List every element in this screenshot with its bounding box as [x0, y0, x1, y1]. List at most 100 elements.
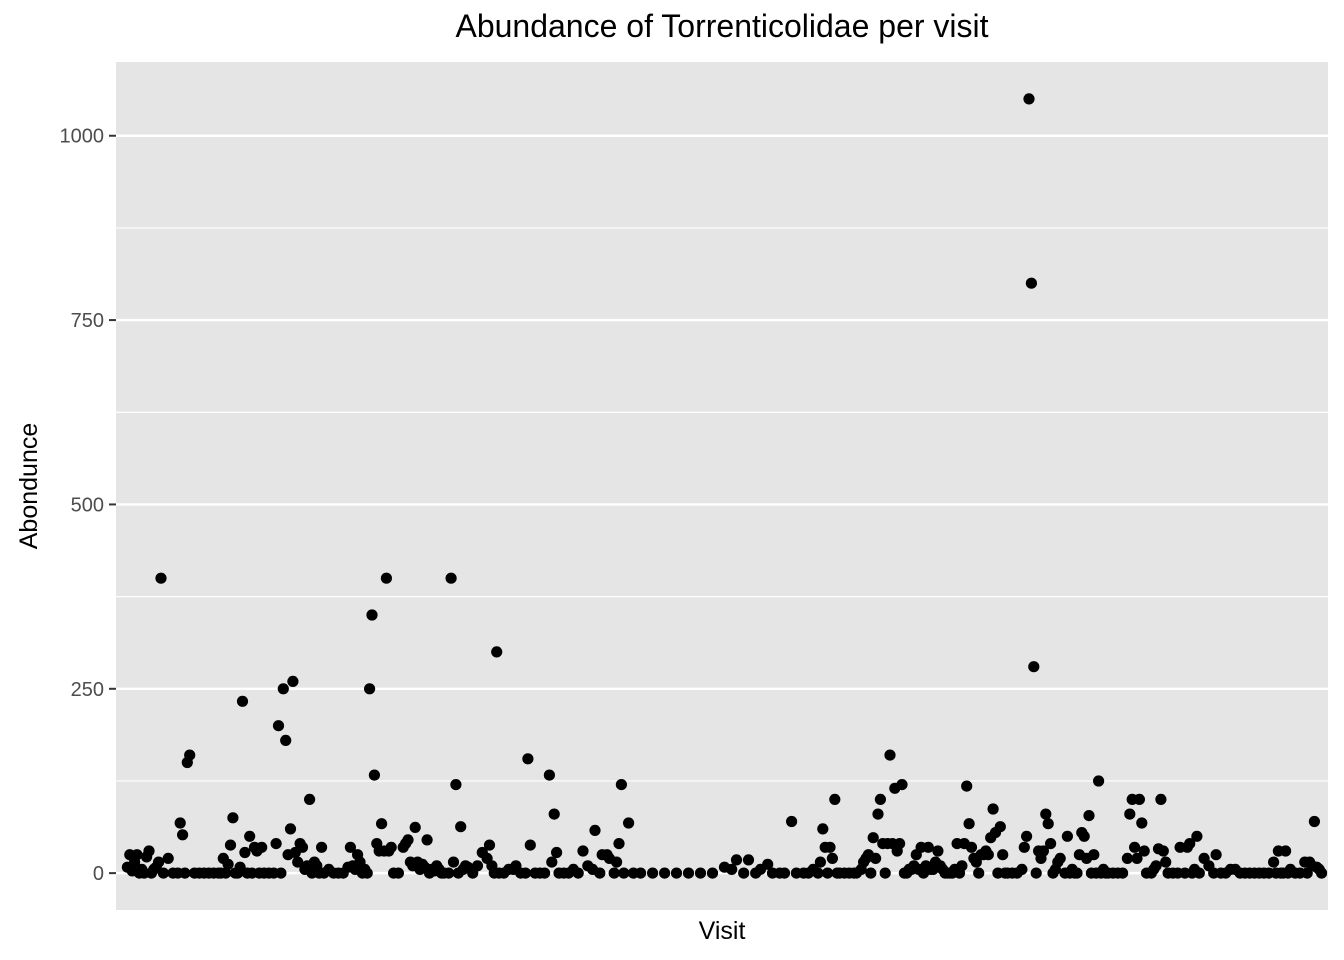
data-point	[613, 838, 625, 850]
data-point	[524, 839, 536, 851]
data-point	[817, 823, 829, 835]
data-point	[224, 839, 237, 851]
data-point	[1093, 775, 1105, 787]
data-point	[730, 854, 743, 866]
data-point	[618, 867, 630, 879]
data-point	[1030, 867, 1042, 879]
data-point	[1150, 860, 1162, 872]
data-point	[824, 841, 836, 853]
data-point	[1124, 808, 1136, 820]
data-point	[963, 818, 975, 830]
data-point	[546, 856, 558, 868]
data-point	[548, 808, 560, 820]
data-point	[1210, 849, 1222, 861]
data-point	[865, 867, 877, 879]
data-point	[179, 867, 191, 879]
data-point	[539, 867, 551, 879]
data-point	[623, 817, 635, 829]
data-point	[227, 812, 239, 824]
data-point	[455, 821, 467, 833]
data-points	[121, 93, 1328, 879]
data-point	[280, 734, 292, 747]
data-point	[1061, 830, 1073, 842]
data-point	[879, 867, 891, 879]
data-point	[572, 867, 584, 879]
data-point	[1016, 863, 1028, 876]
grid-lines	[116, 134, 1328, 875]
data-point	[361, 867, 373, 879]
data-point	[316, 841, 328, 853]
data-point	[1045, 838, 1057, 850]
data-point	[961, 780, 973, 792]
data-point	[987, 803, 999, 815]
data-point	[1028, 661, 1040, 673]
data-point	[829, 793, 841, 806]
data-point	[155, 572, 167, 584]
data-point	[1160, 856, 1172, 868]
data-point	[450, 779, 462, 791]
data-point	[778, 867, 791, 879]
data-point	[304, 793, 316, 806]
y-tick-label: 1000	[60, 126, 105, 148]
data-point	[1268, 856, 1280, 868]
data-point	[1071, 867, 1083, 879]
data-point	[726, 863, 738, 876]
data-point	[994, 821, 1006, 833]
data-point	[447, 856, 460, 868]
y-axis: 0 250 500 750 1000	[60, 126, 116, 885]
data-point	[1117, 867, 1129, 879]
data-point	[896, 779, 908, 791]
data-point	[870, 852, 882, 865]
data-point	[392, 867, 404, 879]
data-point	[380, 572, 392, 584]
data-point	[1133, 793, 1145, 806]
data-point	[922, 841, 934, 853]
data-point	[272, 720, 285, 732]
data-point	[894, 838, 906, 850]
data-point	[1088, 849, 1100, 861]
data-point	[1138, 845, 1150, 857]
data-point	[153, 856, 165, 868]
data-point	[982, 849, 994, 861]
data-point	[997, 849, 1009, 861]
data-point	[364, 683, 376, 695]
data-point	[270, 838, 282, 850]
data-point	[682, 867, 695, 879]
data-point	[932, 845, 944, 857]
data-point	[884, 749, 896, 761]
data-point	[543, 769, 556, 781]
data-point	[611, 856, 623, 868]
data-point	[594, 867, 606, 879]
data-point	[762, 858, 774, 870]
y-axis-title: Abondunce	[15, 423, 43, 550]
data-point	[366, 609, 378, 621]
data-point	[1083, 810, 1095, 822]
data-point	[287, 675, 299, 688]
data-point	[471, 860, 484, 872]
data-point	[222, 858, 234, 870]
data-point	[1042, 818, 1054, 830]
data-point	[973, 867, 985, 879]
data-point	[1021, 830, 1033, 842]
data-point	[275, 867, 287, 879]
data-point	[1037, 845, 1049, 857]
chart-title: Abundance of Torrenticolidae per visit	[455, 8, 989, 44]
data-point	[826, 852, 839, 865]
data-point	[1078, 830, 1090, 842]
data-point	[292, 856, 304, 868]
data-point	[244, 830, 256, 842]
data-point	[635, 867, 647, 879]
data-point	[786, 815, 798, 828]
data-point	[647, 867, 659, 879]
data-point	[409, 821, 421, 834]
data-point	[143, 845, 155, 857]
data-point	[812, 867, 824, 879]
data-point	[421, 834, 433, 846]
y-tick-label: 750	[71, 310, 104, 332]
data-point	[376, 818, 388, 830]
data-point	[131, 849, 143, 861]
data-point	[1316, 867, 1328, 879]
data-point	[157, 867, 169, 879]
data-point	[491, 646, 503, 658]
